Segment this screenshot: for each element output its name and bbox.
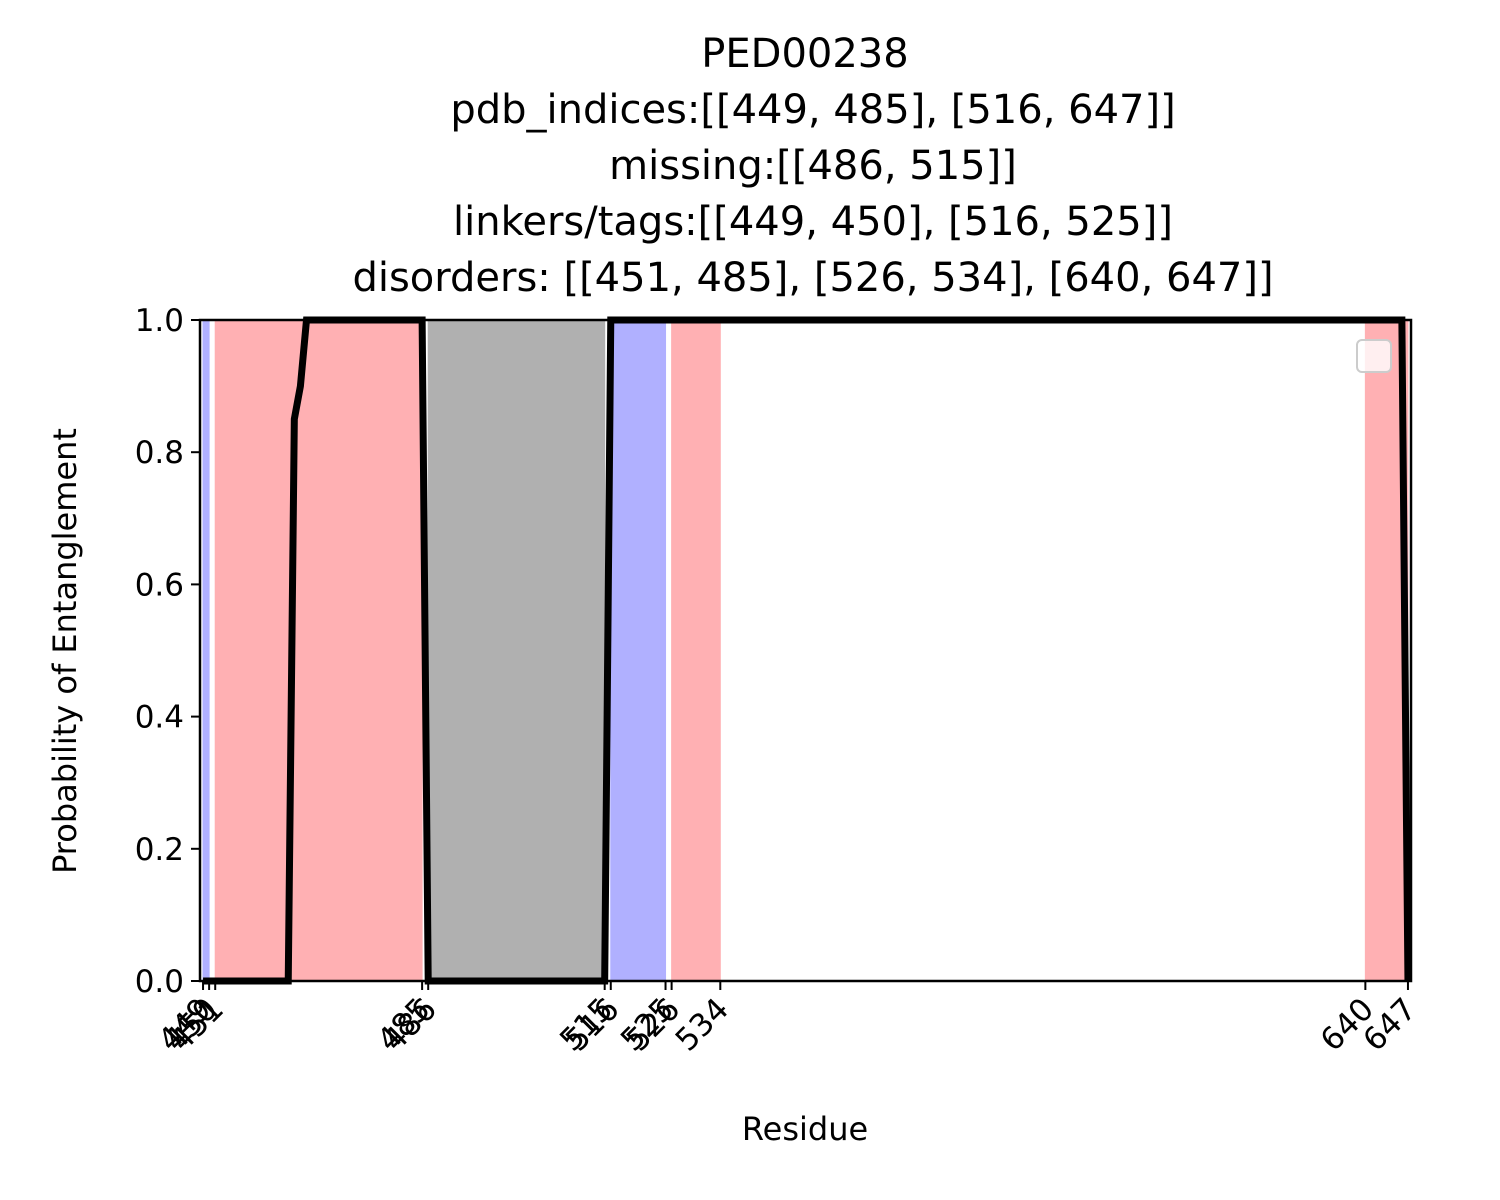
title-line-3: missing:[[486, 515]] xyxy=(609,143,1017,189)
region-disorder-451-485 xyxy=(214,319,423,982)
region-linker-516-525 xyxy=(610,319,667,982)
region-linker-449-450 xyxy=(202,319,210,982)
y-axis: 0.0 0.2 0.4 0.6 0.8 1.0 xyxy=(135,303,200,1000)
shaded-regions xyxy=(202,319,1409,982)
region-missing-486-515 xyxy=(427,319,606,982)
x-axis-label: Residue xyxy=(742,1110,868,1148)
y-tick-label-0.0: 0.0 xyxy=(135,964,184,1000)
legend xyxy=(1356,339,1392,373)
title-line-2: pdb_indices:[[449, 485], [516, 647]] xyxy=(450,87,1175,133)
x-tick-label-534: 534 xyxy=(669,991,736,1058)
y-tick-label-1.0: 1.0 xyxy=(135,303,184,339)
y-tick-label-0.4: 0.4 xyxy=(135,700,184,736)
y-tick-label-0.2: 0.2 xyxy=(135,832,184,868)
chart-title: PED00238 pdb_indices:[[449, 485], [516, … xyxy=(352,31,1273,301)
y-axis-label: Probability of Entanglement xyxy=(46,428,84,874)
title-line-4: linkers/tags:[[449, 450], [516, 525]] xyxy=(453,199,1173,245)
y-tick-label-0.8: 0.8 xyxy=(135,435,184,471)
title-line-1: PED00238 xyxy=(701,31,908,77)
y-tick-label-0.6: 0.6 xyxy=(135,567,184,603)
x-tick-label-647: 647 xyxy=(1356,991,1423,1058)
title-line-5: disorders: [[451, 485], [526, 534], [640… xyxy=(352,255,1273,301)
plot-frame xyxy=(198,318,1413,983)
region-disorder-526-534 xyxy=(671,319,721,982)
